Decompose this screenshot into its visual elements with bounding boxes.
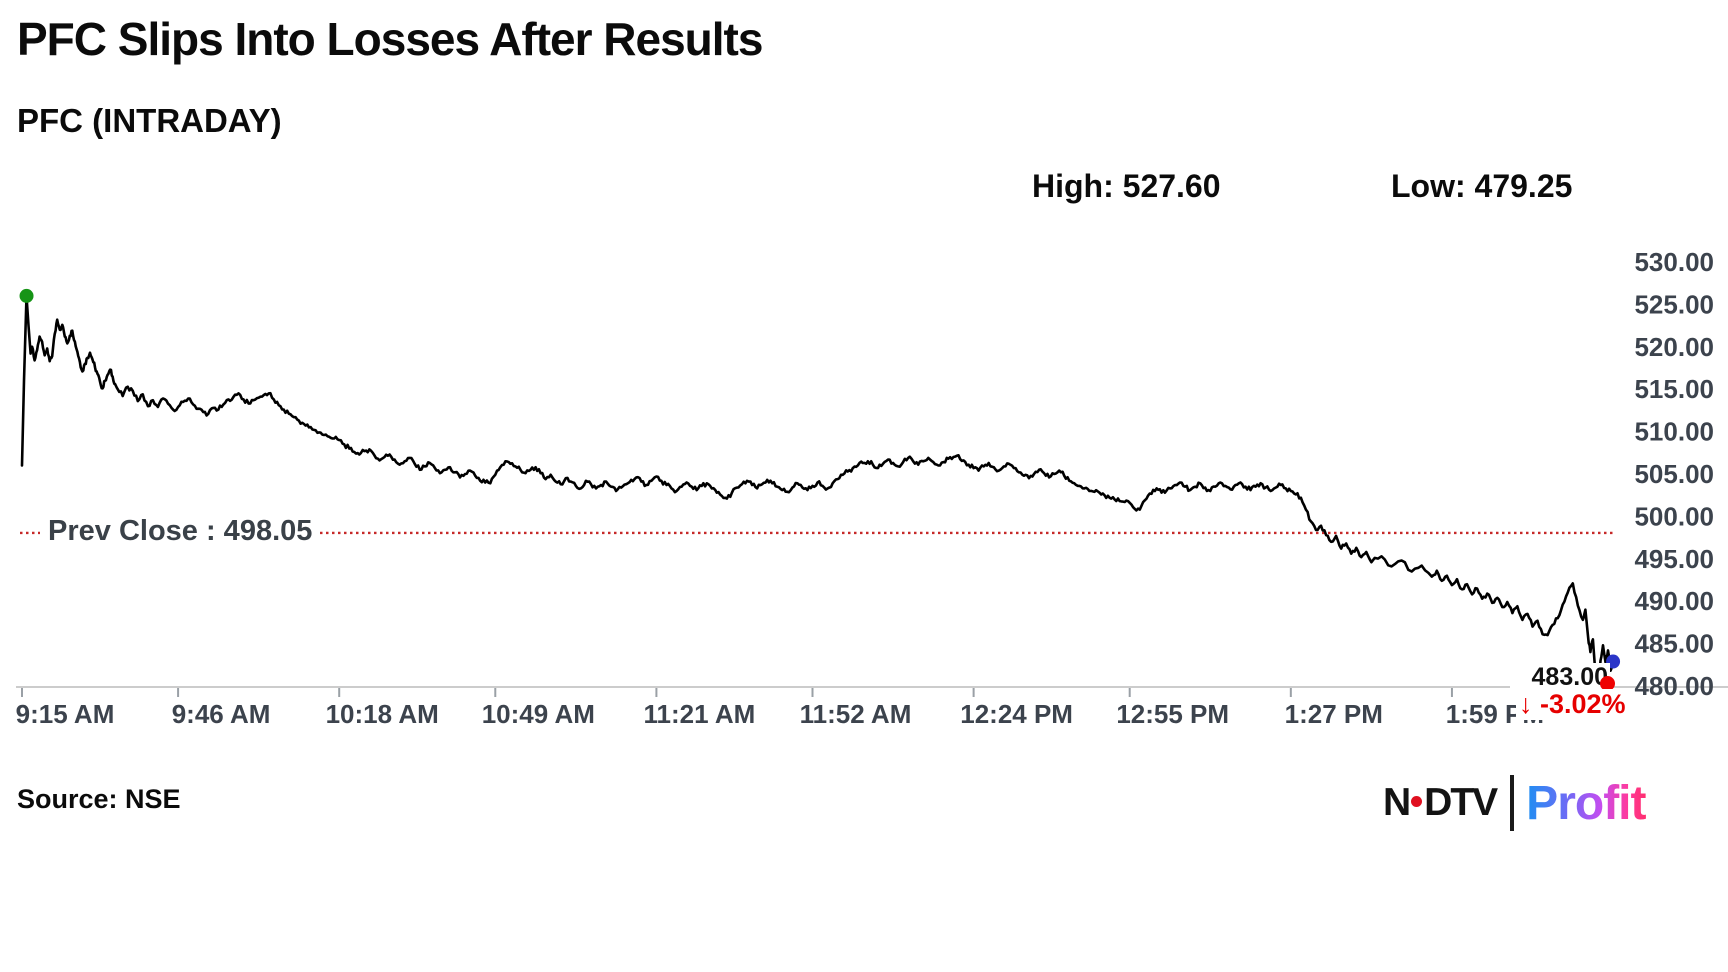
y-axis-label: 490.00 [1634, 586, 1714, 616]
profit-logo-text: Profit [1526, 776, 1646, 830]
ndtv-red-dot-icon [1411, 796, 1423, 807]
x-axis-label: 10:18 AM [326, 699, 439, 729]
last-price-label: 483.00 [1510, 663, 1610, 692]
y-axis-label: 525.00 [1634, 289, 1714, 319]
ndtv-logo-text: N DTV [1383, 781, 1498, 824]
y-axis-label: 500.00 [1634, 501, 1714, 531]
x-axis-label: 1:27 PM [1285, 699, 1383, 729]
y-axis-label: 510.00 [1634, 417, 1714, 447]
source-attribution: Source: NSE [17, 784, 181, 814]
x-axis-label: 12:55 PM [1116, 699, 1229, 729]
y-axis-label: 530.00 [1634, 247, 1714, 277]
x-axis-label: 9:15 AM [16, 699, 115, 729]
y-axis-label: 505.00 [1634, 459, 1714, 489]
open-marker-dot [19, 288, 34, 303]
x-axis-label: 11:52 AM [800, 699, 912, 729]
y-axis-label: 515.00 [1634, 374, 1714, 404]
logo-separator [1510, 775, 1515, 831]
y-axis-label: 480.00 [1634, 671, 1714, 701]
last-change-percent: ↓ -3.02% [1516, 689, 1629, 720]
x-axis-label: 12:24 PM [960, 699, 1073, 729]
price-line [20, 294, 1615, 694]
ndtv-profit-logo: N DTV Profit [1383, 772, 1647, 834]
x-axis-label: 9:46 AM [172, 699, 271, 729]
prev-close-label: Prev Close : 498.05 [40, 515, 321, 548]
y-axis-label: 485.00 [1634, 629, 1714, 659]
day-low-stat: Low: 479.25 [1391, 168, 1573, 204]
page-title: PFC Slips Into Losses After Results [17, 13, 763, 65]
x-axis-label: 11:21 AM [644, 699, 756, 729]
x-axis-label: 10:49 AM [482, 699, 595, 729]
y-axis-label: 495.00 [1634, 544, 1714, 574]
y-axis-label: 520.00 [1634, 332, 1714, 362]
day-high-stat: High: 527.60 [1032, 168, 1221, 204]
chart-subtitle: PFC (INTRADAY) [17, 102, 282, 139]
last-price-dot [1600, 676, 1615, 691]
